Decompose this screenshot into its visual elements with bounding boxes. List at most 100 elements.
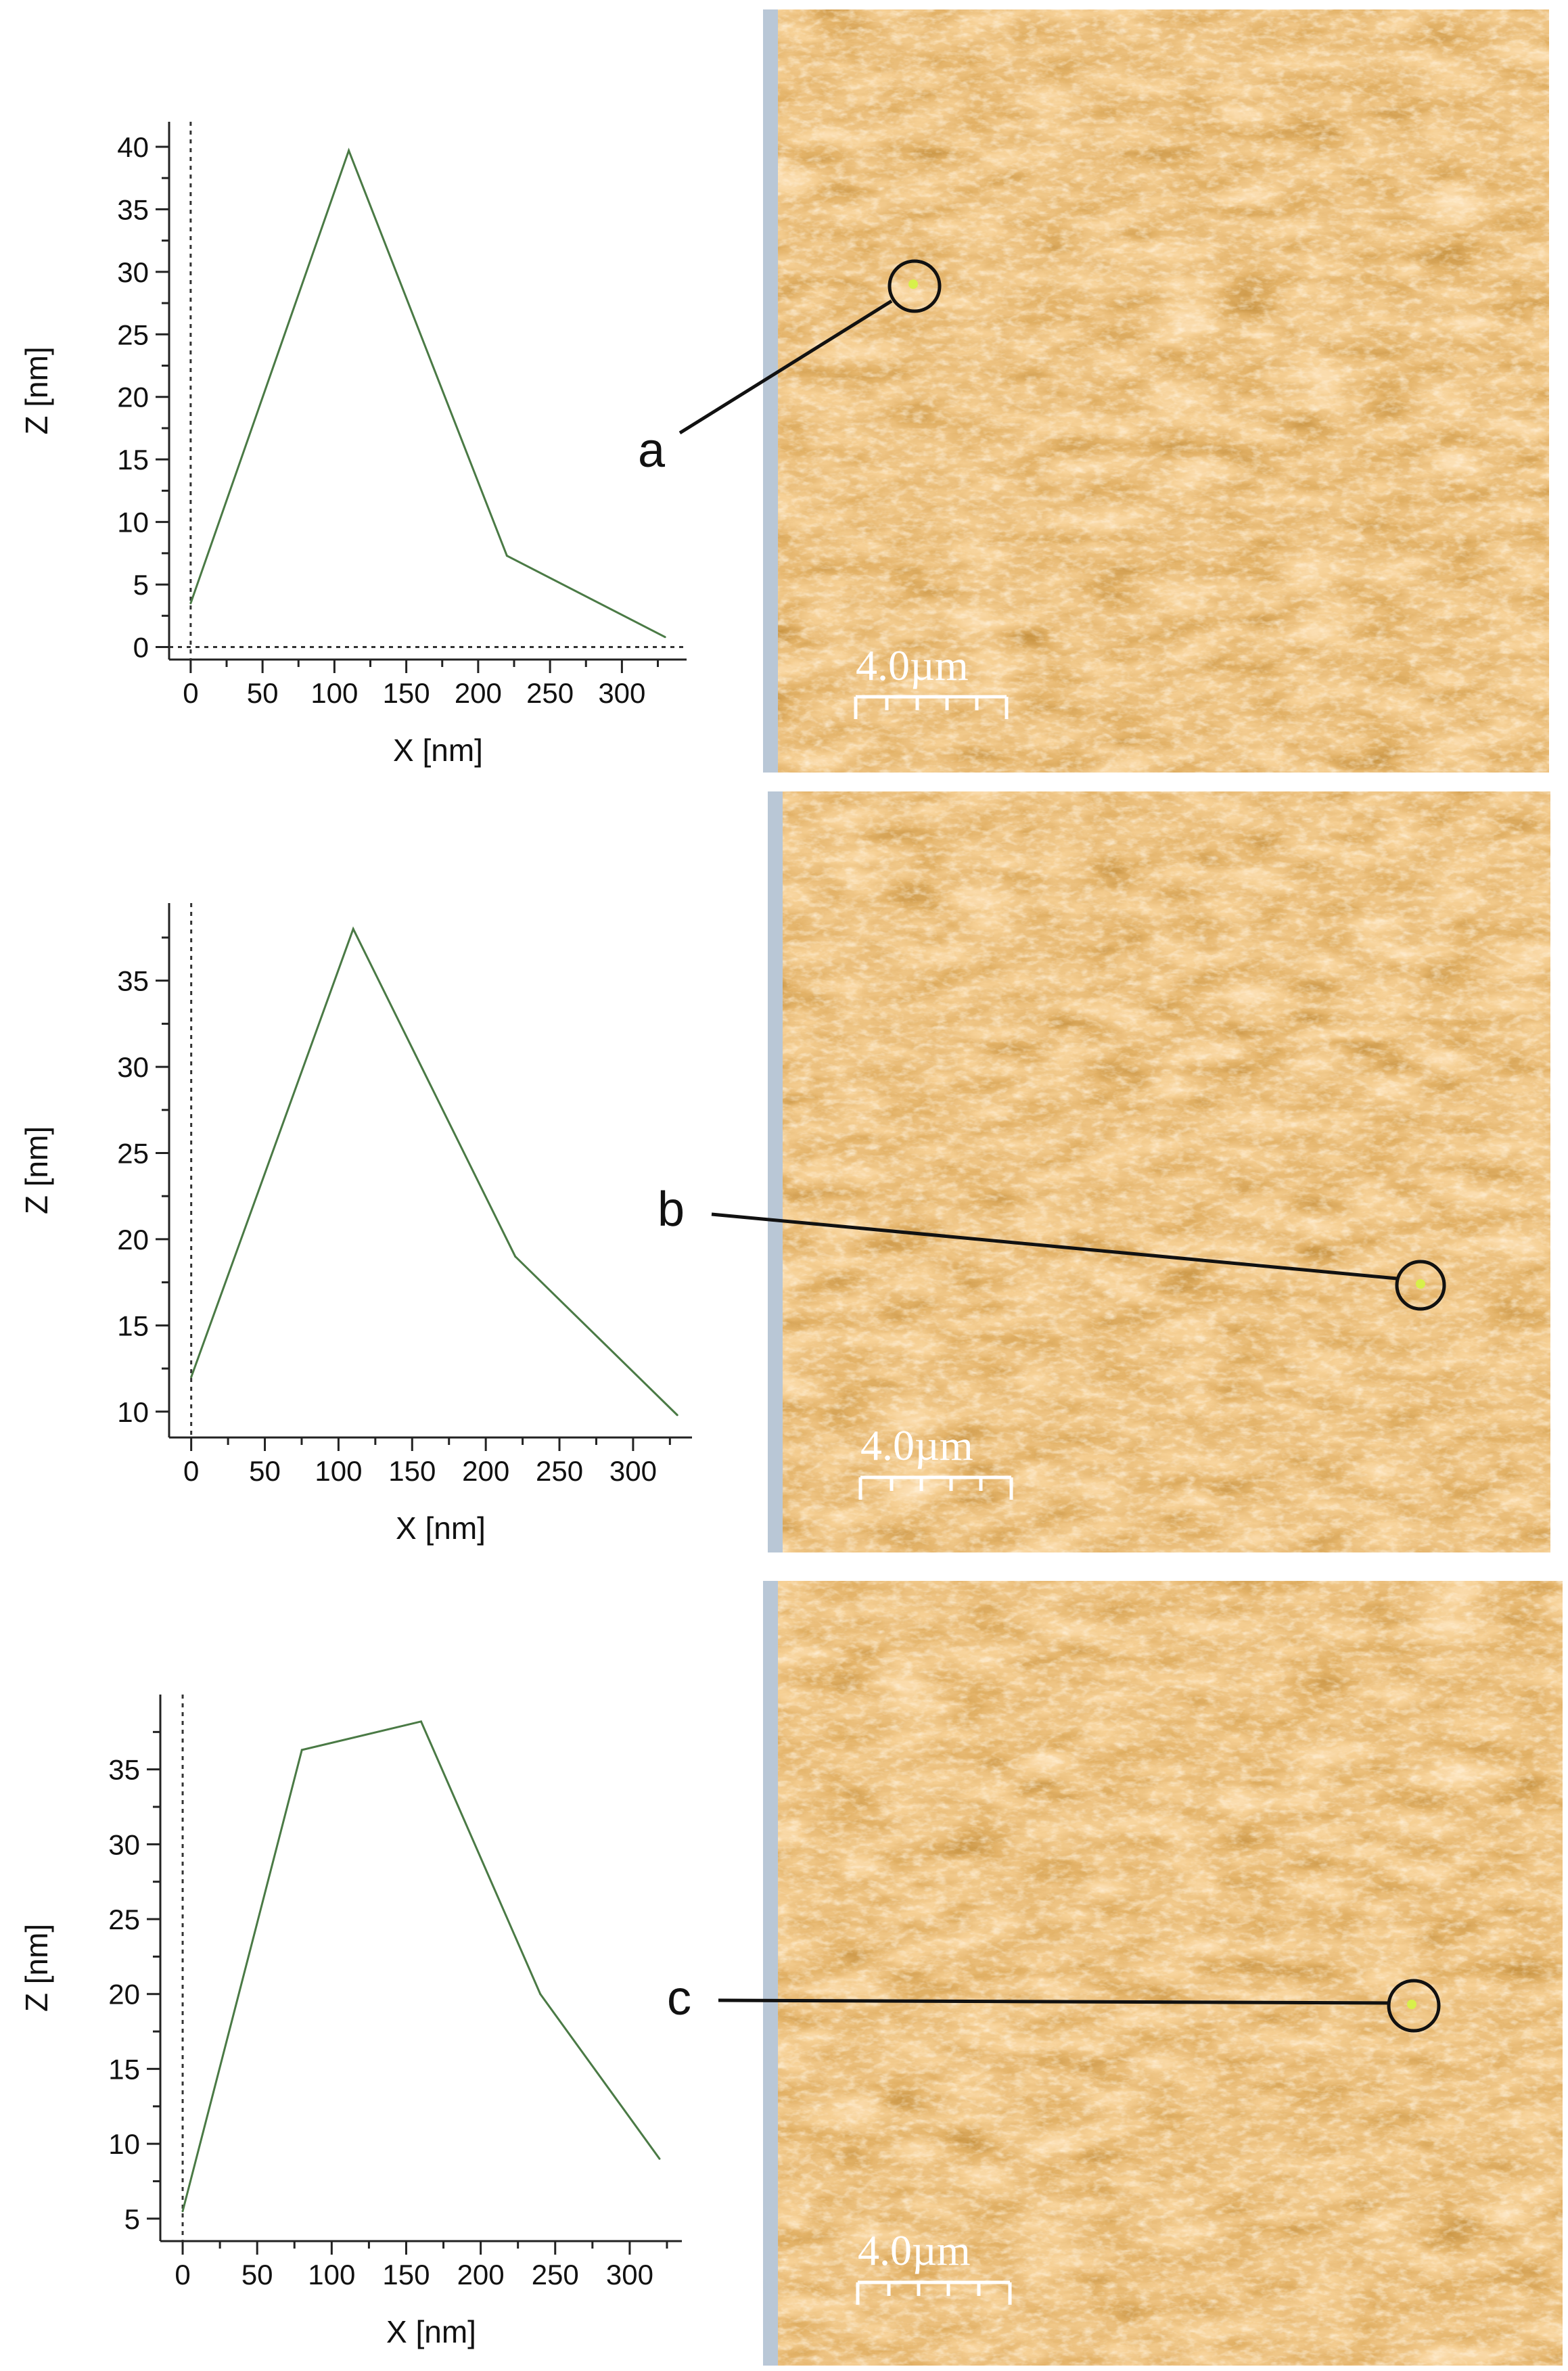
leader-line: [711, 1212, 1398, 1281]
scale-bar-label: 4.0µm: [856, 641, 969, 689]
profile-point: [514, 1255, 517, 1258]
scale-bar-c: 4.0µm: [856, 2226, 1012, 2305]
panel-label-b: b: [658, 1182, 685, 1237]
y-axis-title: Z [nm]: [19, 1924, 54, 2012]
y-tick-label: 30: [117, 1051, 149, 1083]
x-tick-label: 300: [606, 2259, 653, 2291]
x-tick-label: 100: [315, 1455, 362, 1487]
y-axis-title: Z [nm]: [19, 1126, 54, 1214]
profile-point: [348, 149, 350, 152]
x-tick-label: 300: [598, 677, 645, 709]
y-tick-label: 20: [117, 382, 149, 413]
leader-line: [678, 299, 893, 435]
marker-circle: [1395, 1260, 1446, 1311]
profile-point: [190, 1376, 193, 1379]
height-profile-chart-a: 0 50 100 150 200 250 300 0 5 10 15 20 25 30 35 40 X [nm]…: [19, 122, 687, 768]
image-frame-bar: [768, 791, 783, 1552]
afm-surface-highlights: [778, 9, 1549, 773]
y-axis-title: Z [nm]: [19, 346, 54, 434]
scale-bar-ruler: [858, 1475, 1013, 1500]
scale-bar-a: 4.0µm: [854, 641, 1009, 719]
x-tick-label: 0: [175, 2259, 190, 2291]
afm-image-c: [763, 1581, 1563, 2366]
profile-point: [181, 2210, 184, 2213]
x-tick-label: 200: [457, 2259, 505, 2291]
x-tick-label: 250: [526, 677, 574, 709]
height-profile-chart-b: 0 50 100 150 200 250 300 10 15 20 25 30 35 X [nm] Z [n…: [19, 903, 692, 1546]
afm-image-b: [768, 791, 1550, 1552]
y-tick-label: 0: [133, 632, 149, 664]
profile-line: [190, 926, 678, 1416]
profile-point: [505, 555, 508, 557]
x-axis-title: X [nm]: [386, 2314, 476, 2349]
y-tick-label: 5: [124, 2203, 140, 2235]
y-tick-label: 40: [117, 131, 149, 163]
marker-circle: [887, 259, 942, 313]
profile-point: [539, 1993, 542, 1996]
image-frame-bar: [763, 1581, 778, 2366]
y-tick-label: 25: [117, 319, 149, 350]
profile-point: [658, 2157, 661, 2160]
y-tick-label: 10: [108, 2128, 140, 2160]
height-profile-chart-c: 0 50 100 150 200 250 300 5 10 15 20 25 30 35 X [nm] Z […: [19, 1695, 682, 2349]
y-tick-label: 35: [108, 1754, 140, 1786]
scale-bar-b: 4.0µm: [858, 1421, 1013, 1500]
y-tick-label: 15: [117, 1310, 149, 1341]
profile-point: [189, 602, 192, 605]
scale-bar-label: 4.0µm: [860, 1421, 973, 1469]
x-tick-label: 150: [382, 2259, 430, 2291]
x-tick-label: 200: [462, 1455, 509, 1487]
x-tick-label: 150: [383, 677, 430, 709]
x-tick-label: 150: [388, 1455, 436, 1487]
y-tick-label: 20: [108, 1979, 140, 2010]
x-tick-label: 250: [536, 1455, 583, 1487]
y-tick-label: 25: [117, 1138, 149, 1170]
afm-surface-highlights: [778, 1581, 1563, 2366]
profile-point: [300, 1749, 303, 1751]
y-tick-label: 15: [117, 444, 149, 476]
scale-bar-ruler: [854, 695, 1009, 719]
profile-point: [352, 927, 354, 930]
afm-surface-highlights: [783, 791, 1550, 1552]
panel-label-c: c: [667, 1971, 691, 2025]
image-frame-bar: [763, 9, 778, 773]
x-tick-label: 100: [310, 677, 358, 709]
marker-dot: [908, 279, 918, 289]
x-tick-label: 100: [308, 2259, 355, 2291]
x-axis-title: X [nm]: [396, 1511, 486, 1546]
x-tick-label: 0: [183, 1455, 199, 1487]
y-tick-label: 30: [117, 256, 149, 288]
x-tick-label: 300: [609, 1455, 657, 1487]
y-tick-label: 10: [117, 1396, 149, 1428]
x-tick-label: 50: [247, 677, 279, 709]
measurement-point-c: c: [667, 1971, 1441, 2033]
profile-line: [189, 147, 666, 639]
profile-point: [664, 636, 666, 639]
profile-line: [181, 1720, 661, 2212]
x-tick-label: 0: [183, 677, 198, 709]
x-axis-title: X [nm]: [393, 733, 483, 768]
afm-image-a: [763, 9, 1549, 773]
scale-bar-ruler: [856, 2280, 1012, 2305]
profile-point: [676, 1414, 678, 1417]
x-tick-label: 50: [241, 2259, 273, 2291]
y-tick-label: 5: [133, 569, 149, 601]
y-tick-label: 20: [117, 1224, 149, 1256]
leader-line: [718, 1998, 1389, 2005]
marker-dot: [1416, 1279, 1425, 1289]
profile-point: [420, 1720, 422, 1723]
y-tick-label: 30: [108, 1828, 140, 1860]
y-tick-label: 25: [108, 1904, 140, 1935]
marker-circle: [1387, 1979, 1441, 2033]
scale-bar-label: 4.0µm: [858, 2226, 971, 2274]
measurement-point-b: b: [658, 1182, 1446, 1311]
x-tick-label: 200: [455, 677, 502, 709]
y-tick-label: 35: [117, 193, 149, 225]
y-tick-label: 10: [117, 507, 149, 538]
measurement-point-a: a: [638, 259, 942, 478]
marker-dot: [1407, 2000, 1416, 2009]
y-tick-label: 15: [108, 2053, 140, 2085]
x-tick-label: 50: [249, 1455, 281, 1487]
panel-label-a: a: [638, 423, 666, 478]
